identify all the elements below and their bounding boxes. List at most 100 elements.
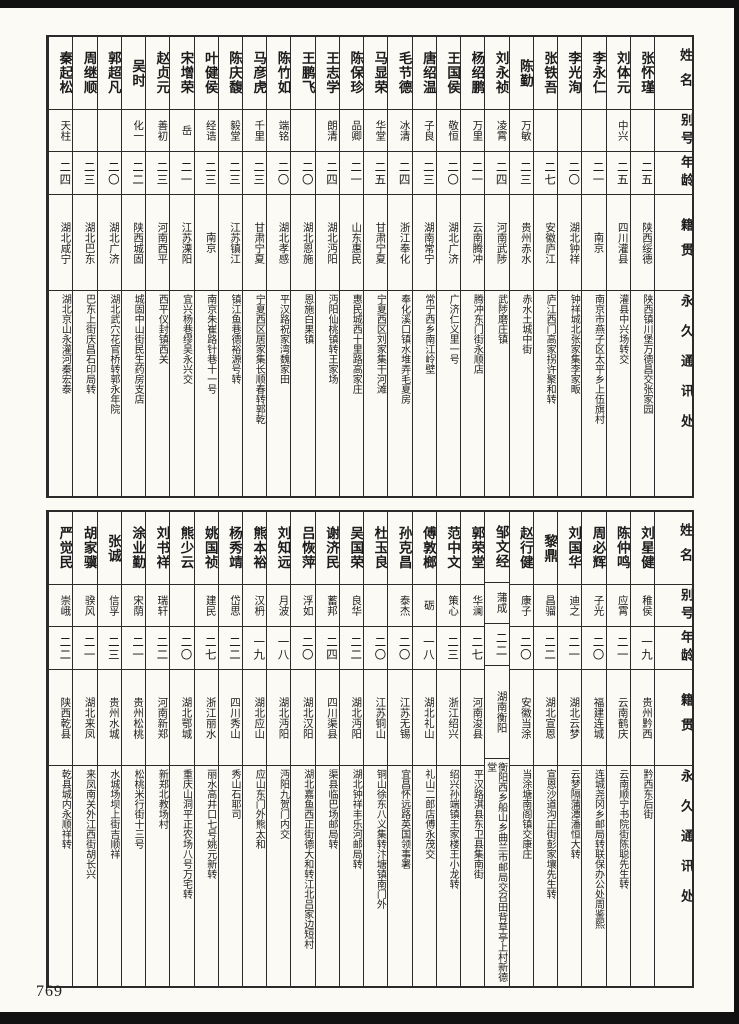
person-column: 范中文 策心 二三 浙江绍兴 绍兴孙端镇王家楼王小龙转 [435,512,461,986]
person-native: 陕西城固 [121,195,146,291]
person-alias: 策心 [436,585,461,627]
person-alias: 凌霄 [485,110,509,152]
person-alias: 应霄 [606,585,630,627]
person-native: 湖北沔阳 [267,670,291,766]
person-native: 甘肃宁夏 [243,195,267,291]
person-native: 湖北恩施 [291,195,315,291]
person-alias: 朗清 [315,110,339,152]
person-age: 二一 [461,152,485,195]
person-native: 湖北云梦 [558,670,582,766]
person-native: 浙江奉化 [388,195,412,291]
person-column: 陈竹如 端铭 二〇 湖北孝感 平汉路祝家湾魏家田 [266,37,291,496]
person-address: 钟祥城北张家集李家畈 [568,294,580,394]
person-name: 刘星健 [630,512,654,585]
person-age: 二〇 [558,152,582,195]
person-native: 陕西乾县 [49,670,73,766]
person-alias: 冰清 [388,110,412,152]
person-native: 陕西绥德 [630,195,654,291]
header-address-label: 永久通讯处 [679,769,692,919]
person-alias: 蒲成 [485,583,509,624]
person-column: 刘书祥 瑞轩 二二 河南新郑 新郑北教场村 [145,512,170,986]
person-column: 郭超凡 二〇 湖北广济 湖北武穴花官桥转郭永年院 [96,37,121,496]
person-alias: 崇峨 [49,585,73,627]
person-age: 二三 [218,152,243,195]
person-native: 浙江绍兴 [436,670,461,766]
person-alias: 千里 [243,110,267,152]
person-native: 湖北沔阳 [315,195,339,291]
person-column: 胡家骥 骙风 二一 湖北来凤 来凤南关外江西街胡长兴 [72,512,97,986]
person-address: 湖北钟祥丰乐河邮局转 [350,769,362,869]
person-name: 马彦虎 [243,37,267,110]
person-age: 二五 [630,152,654,195]
person-name: 熊少云 [170,512,194,585]
person-name: 赵贞元 [146,37,170,110]
person-age: 二四 [49,152,73,195]
person-native: 贵州赤水 [509,195,533,291]
person-native: 江苏铜山 [364,670,388,766]
person-age: 二三 [412,152,436,195]
person-alias: 中兴 [606,110,630,152]
person-column: 严觉民 崇峨 二二 陕西乾县 乾县城内永顺祥转 [48,512,73,986]
person-address: 当涂塘南阁镇交康庄 [519,769,531,859]
person-native: 甘肃宁夏 [364,195,388,291]
person-name: 刘书祥 [146,512,170,585]
header-alias-label: 别号 [655,585,692,627]
person-alias [97,110,121,152]
person-alias: 经诰 [194,110,218,152]
person-name: 刘国华 [558,512,582,585]
person-address: 镇江鱼巷德裕源号转 [229,294,241,384]
person-alias: 万敏 [509,110,533,152]
table-header-column: 姓名 别号 年龄 籍贯 永久通讯处 [654,37,692,496]
person-age: 二四 [315,627,339,670]
person-native: 湖北应山 [243,670,267,766]
person-native: 湖北礼山 [412,670,436,766]
person-column: 张铁吾 二七 安徽庐江 庐江西门高家拐许聚和转 [532,37,558,496]
person-address: 宁夏西区刘家集干河滩 [374,294,386,394]
person-age: 二三 [509,152,533,195]
person-native: 云南腾冲 [461,195,485,291]
person-column: 陈保珍 品卿 二一 山东惠民 惠民城西十里路高家庄 [338,37,364,496]
person-name: 张诚 [97,512,121,585]
person-address: 铜山徐东八义集转汴塘镇南门外 [374,769,386,909]
person-column: 刘星健 稚侯 一九 贵州黔西 黔西东后街 [629,512,654,986]
person-age: 二七 [461,627,485,670]
person-address: 宜昌怀远路英国领事署 [398,769,410,869]
person-alias: 岱思 [218,585,243,627]
person-age: 二三 [436,627,461,670]
person-age: 二一 [582,152,606,195]
person-column: 黎鼎 昌骝 二二 湖北宣恩 宣恩沙道沟正街彭家壤先生转 [532,512,558,986]
person-column: 陈勤 万敏 二三 贵州赤水 赤水土城中街 [508,37,533,496]
person-name: 杜玉良 [364,512,388,585]
person-column: 唐绍温 子良 二三 湖南常宁 常宁西乡南江岭壁 [411,37,436,496]
person-address: 平汉路祝家湾魏家田 [277,294,289,384]
person-age: 二七 [194,627,218,670]
person-alias: 子良 [412,110,436,152]
person-column: 马彦虎 千里 二三 甘肃宁夏 宁夏西区居家集长顺春转郭乾 [242,37,267,496]
person-alias [582,110,606,152]
person-alias: 浮如 [291,585,315,627]
person-address: 灌县中兴场转交 [616,294,628,364]
person-alias: 岳 [170,110,194,152]
person-address: 新郑北教场村 [156,769,168,829]
person-column: 熊少云 二〇 湖北鄂城 重庆山洞平正农场八号万宅转 [169,512,194,986]
person-age: 二一 [558,627,582,670]
person-column: 刘永祯 凌霄 二四 河南武陟 武陟磨庄镇 [484,37,509,496]
person-name: 陈保珍 [339,37,364,110]
person-address: 巴东上街庆昌石印局转 [83,294,95,394]
person-address: 宁夏西区居家集长顺春转郭乾 [253,294,265,424]
person-name: 周必辉 [582,512,606,585]
person-address: 南京市燕子区太平乡上伍旗村 [592,294,604,424]
person-native: 湖北宣恩 [533,670,558,766]
person-address: 衡阳西乡船山乡曲兰市邮局交召田背草亭上村新德堂 [485,762,507,983]
person-name: 王志学 [315,37,339,110]
header-name-label: 姓名 [655,512,692,585]
header-age-label: 年龄 [655,627,692,670]
person-alias: 昌骝 [533,585,558,627]
person-native: 江苏溧阳 [170,195,194,291]
person-name: 杨绍鹏 [461,37,485,110]
person-column: 吕恢萍 浮如 二〇 湖北汉阳 湖北嘉鱼西正街德大和转江北吕家边短村 [290,512,315,986]
person-address: 恩施白果镇 [301,294,313,344]
person-name: 熊本裕 [243,512,267,585]
person-native: 江苏镇江 [218,195,243,291]
